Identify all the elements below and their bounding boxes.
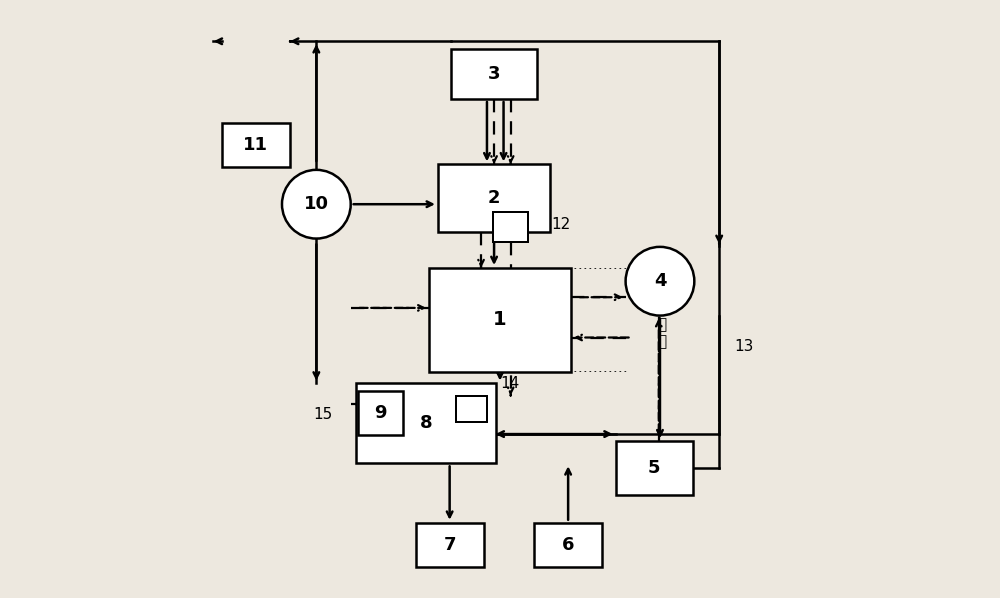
- Text: 3: 3: [488, 65, 500, 83]
- Text: 12: 12: [552, 217, 571, 232]
- Text: 尾
气: 尾 气: [657, 317, 666, 350]
- Text: 11: 11: [243, 136, 268, 154]
- Text: 6: 6: [562, 536, 574, 554]
- Bar: [451, 48, 537, 99]
- Bar: [534, 523, 602, 567]
- Text: 4: 4: [654, 272, 666, 290]
- Bar: [493, 212, 528, 242]
- Text: 5: 5: [648, 459, 660, 477]
- Text: 15: 15: [314, 407, 333, 422]
- Circle shape: [282, 170, 351, 239]
- Bar: [358, 390, 403, 435]
- Text: 1: 1: [493, 310, 507, 329]
- Text: 13: 13: [734, 339, 753, 354]
- Text: 2: 2: [488, 190, 500, 208]
- Bar: [429, 268, 571, 371]
- Bar: [356, 383, 496, 463]
- Text: 14: 14: [500, 376, 519, 390]
- Text: 10: 10: [304, 195, 329, 213]
- Text: 7: 7: [443, 536, 456, 554]
- Text: 9: 9: [374, 404, 387, 422]
- Text: 8: 8: [420, 414, 432, 432]
- Bar: [222, 123, 290, 167]
- Bar: [456, 395, 487, 422]
- Bar: [616, 441, 693, 495]
- Bar: [416, 523, 484, 567]
- Circle shape: [626, 247, 694, 316]
- Bar: [438, 164, 550, 233]
